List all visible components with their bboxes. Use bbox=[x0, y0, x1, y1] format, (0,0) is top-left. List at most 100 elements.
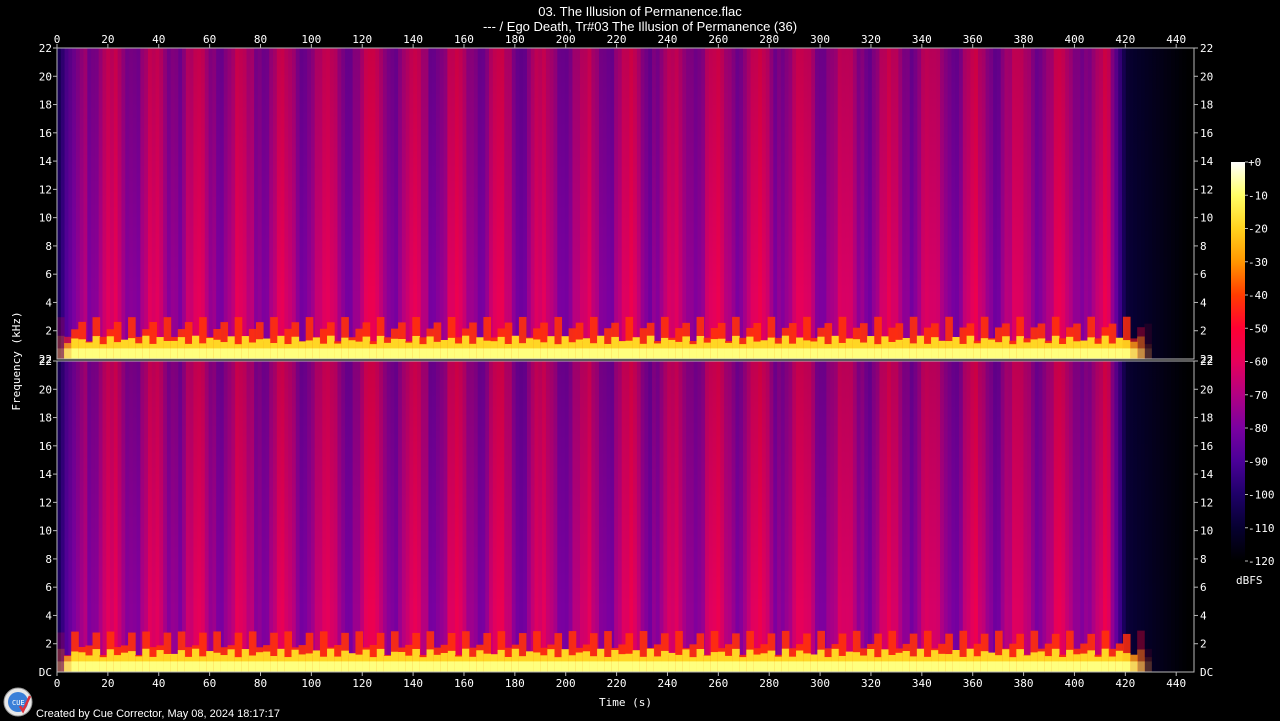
energy-band-core bbox=[810, 661, 818, 672]
energy-band-mid bbox=[831, 648, 840, 672]
energy-band-mid bbox=[312, 337, 321, 359]
x-tick-label: 180 bbox=[505, 677, 525, 690]
energy-band-mid bbox=[867, 336, 875, 359]
y-tick-label: 4 bbox=[45, 296, 52, 309]
energy-band-core bbox=[867, 348, 875, 359]
x-tick-label: 100 bbox=[301, 33, 321, 46]
energy-band-mid bbox=[476, 337, 484, 359]
energy-band-core bbox=[774, 661, 783, 672]
energy-band-core bbox=[582, 661, 591, 672]
energy-band-outer bbox=[433, 322, 442, 359]
x-tick-label: 20 bbox=[101, 33, 114, 46]
energy-band-core bbox=[291, 348, 300, 359]
energy-band-mid bbox=[1016, 649, 1024, 672]
energy-band-outer bbox=[199, 317, 207, 359]
energy-band-core bbox=[99, 348, 108, 359]
energy-band-outer bbox=[838, 316, 847, 359]
energy-band-core bbox=[227, 661, 236, 672]
energy-band-core bbox=[1023, 661, 1032, 672]
energy-band-outer bbox=[909, 316, 918, 359]
energy-band-core bbox=[632, 348, 641, 359]
x-tick-label: 240 bbox=[658, 33, 678, 46]
y-tick-label: 16 bbox=[39, 127, 52, 140]
energy-band-core bbox=[1108, 661, 1117, 672]
energy-band-core bbox=[85, 348, 94, 359]
y-tick-label: 14 bbox=[39, 155, 53, 168]
energy-band-core bbox=[703, 661, 712, 672]
energy-band-mid bbox=[277, 648, 285, 672]
energy-band-core bbox=[1144, 348, 1152, 359]
energy-band-core bbox=[753, 661, 762, 672]
x-tick-label: 300 bbox=[810, 33, 830, 46]
energy-band-core bbox=[113, 661, 122, 672]
energy-band-outer bbox=[234, 317, 243, 359]
energy-band-mid bbox=[497, 649, 506, 672]
energy-band-outer bbox=[270, 632, 278, 672]
energy-band-core bbox=[327, 661, 335, 672]
y-tick-label: 4 bbox=[1200, 609, 1207, 622]
energy-band-core bbox=[639, 348, 648, 359]
energy-band-core bbox=[312, 348, 321, 359]
energy-band-core bbox=[163, 661, 172, 672]
x-tick-label: 320 bbox=[861, 677, 881, 690]
y-tick-label: 22 bbox=[1200, 355, 1213, 368]
energy-band-core bbox=[1051, 348, 1060, 359]
energy-band-mid bbox=[796, 650, 804, 672]
energy-band-core bbox=[319, 348, 328, 359]
spectrogram-channel-2 bbox=[56, 360, 1195, 673]
y-tick-label: 18 bbox=[1200, 412, 1213, 425]
energy-band-core bbox=[824, 348, 833, 359]
energy-band-outer bbox=[234, 632, 243, 672]
energy-band-outer bbox=[1137, 630, 1145, 672]
y-tick-label: 14 bbox=[1200, 155, 1214, 168]
energy-band-outer bbox=[1122, 316, 1131, 359]
energy-band-mid bbox=[931, 650, 939, 672]
energy-band-outer bbox=[113, 321, 122, 359]
spectrogram-channel-1 bbox=[56, 47, 1195, 360]
energy-band-core bbox=[888, 661, 897, 672]
energy-band-outer bbox=[803, 316, 811, 359]
footer-credit: Created by Cue Corrector, May 08, 2024 1… bbox=[36, 708, 280, 720]
colorbar-tick-label: -60 bbox=[1248, 356, 1268, 369]
energy-band-core bbox=[149, 348, 157, 359]
energy-band-core bbox=[177, 661, 186, 672]
energy-band-core bbox=[234, 661, 243, 672]
x-tick-label: 140 bbox=[403, 677, 423, 690]
energy-band-core bbox=[874, 661, 882, 672]
energy-band-outer bbox=[959, 327, 968, 359]
energy-band-outer bbox=[604, 328, 612, 359]
energy-band-core bbox=[1108, 348, 1117, 359]
energy-band-outer bbox=[390, 631, 399, 672]
energy-band-core bbox=[426, 661, 435, 672]
energy-band-outer bbox=[675, 631, 683, 672]
energy-band-core bbox=[383, 661, 392, 672]
energy-band-core bbox=[682, 348, 690, 359]
energy-band-outer bbox=[995, 630, 1003, 672]
energy-band-core bbox=[561, 661, 570, 672]
energy-band-core bbox=[341, 348, 349, 359]
energy-band-mid bbox=[1002, 336, 1010, 359]
energy-band-core bbox=[845, 661, 854, 672]
energy-band-mid bbox=[241, 336, 250, 359]
energy-band-core bbox=[120, 348, 129, 359]
energy-band-outer bbox=[945, 633, 953, 672]
energy-band-core bbox=[462, 348, 470, 359]
energy-band-core bbox=[227, 348, 236, 359]
energy-band-mid bbox=[1066, 336, 1074, 359]
energy-band-mid bbox=[597, 335, 605, 359]
chart-subtitle: --- / Ego Death, Tr#03 The Illusion of P… bbox=[482, 19, 798, 34]
energy-band-outer bbox=[305, 632, 314, 672]
energy-band-mid bbox=[952, 650, 960, 672]
energy-band-mid bbox=[1002, 649, 1010, 672]
energy-band-core bbox=[1101, 661, 1110, 672]
energy-band-outer bbox=[589, 316, 598, 359]
energy-band-core bbox=[305, 348, 314, 359]
energy-band-core bbox=[447, 348, 456, 359]
energy-band-core bbox=[419, 661, 428, 672]
energy-band-core bbox=[405, 348, 413, 359]
energy-band-outer bbox=[270, 317, 278, 359]
energy-band-core bbox=[277, 348, 285, 359]
energy-band-core bbox=[483, 661, 491, 672]
y-tick-label: 22 bbox=[39, 353, 52, 366]
